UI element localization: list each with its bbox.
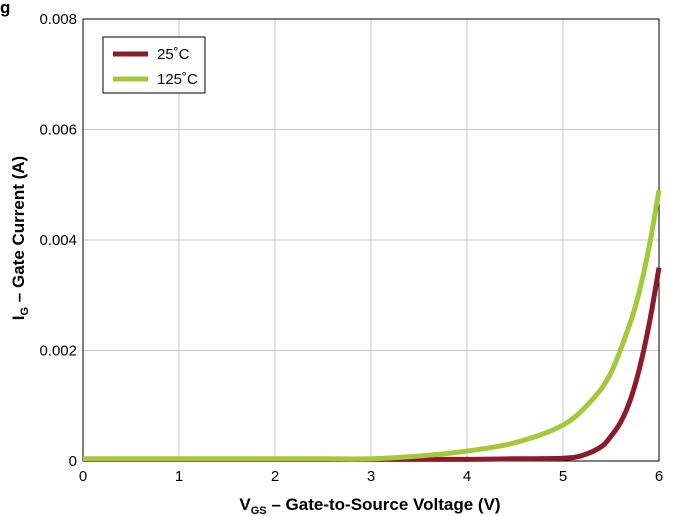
y-axis-title-sub: G: [19, 307, 31, 316]
y-tick-label: 0: [69, 453, 77, 470]
y-tick-label: 0.002: [39, 343, 77, 360]
y-tick-labels: 0 0.002 0.004 0.006 0.008: [39, 11, 77, 470]
legend: 25˚C 125˚C: [102, 36, 206, 94]
x-axis-title-rest: – Gate-to-Source Voltage (V): [267, 495, 501, 514]
y-axis-title: IG – Gate Current (A): [9, 156, 31, 320]
y-tick-label: 0.008: [39, 11, 77, 28]
chart-title-fragment: g: [0, 0, 10, 17]
y-tick-label: 0.006: [39, 122, 77, 139]
legend-box: [102, 36, 206, 94]
x-tick-label: 0: [79, 468, 87, 485]
x-tick-label: 3: [367, 468, 375, 485]
y-axis-title-main: I: [9, 315, 28, 320]
legend-label-125c: 125˚C: [157, 71, 198, 88]
legend-label-25c: 25˚C: [157, 46, 190, 63]
x-tick-label: 5: [559, 468, 567, 485]
x-axis-title: VGS – Gate-to-Source Voltage (V): [239, 495, 500, 516]
series-line-125c: [83, 189, 662, 462]
series-layer: [83, 189, 662, 462]
y-tick-label: 0.004: [39, 232, 77, 249]
x-tick-labels: 0 1 2 3 4 5 6: [79, 468, 663, 485]
x-axis-title-sub: GS: [251, 505, 267, 516]
x-axis-title-main: V: [239, 495, 251, 514]
x-tick-label: 2: [271, 468, 279, 485]
x-tick-label: 1: [175, 468, 183, 485]
x-tick-label: 6: [655, 468, 663, 485]
y-axis-title-rest: – Gate Current (A): [9, 156, 28, 307]
x-tick-label: 4: [463, 468, 471, 485]
